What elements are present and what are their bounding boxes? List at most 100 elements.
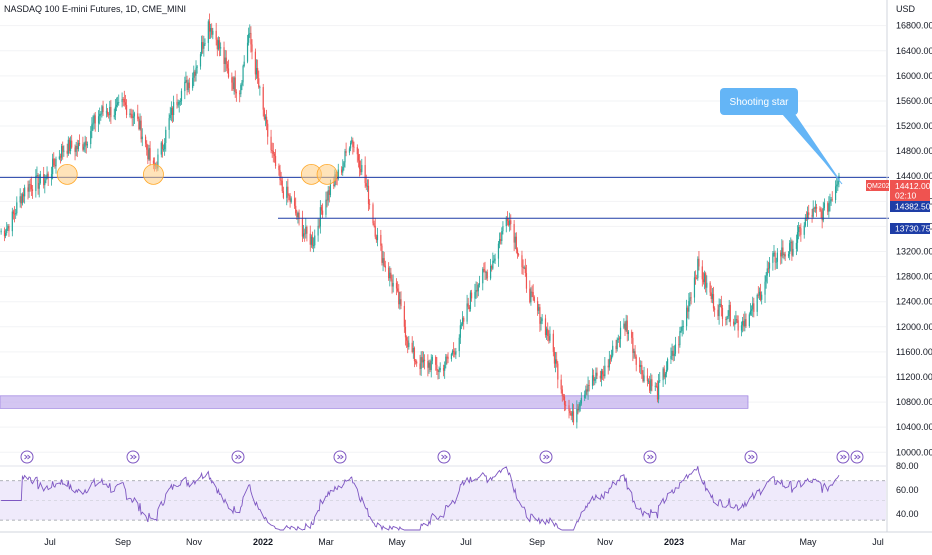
candle: [281, 176, 283, 194]
candle: [557, 361, 559, 389]
candle: [725, 316, 727, 326]
candle: [408, 335, 410, 350]
candle: [67, 136, 69, 156]
candle: [31, 185, 34, 199]
candle: [656, 380, 659, 403]
candle: [591, 368, 594, 390]
event-marker-icon[interactable]: [836, 450, 850, 464]
candle: [768, 257, 771, 277]
candle: [267, 119, 269, 145]
candle: [806, 206, 809, 227]
event-marker-icon[interactable]: [850, 450, 864, 464]
candle: [727, 310, 729, 320]
time-tick-label: 2022: [253, 537, 273, 547]
candle: [635, 354, 637, 372]
candle: [91, 117, 93, 139]
candle: [47, 171, 49, 186]
candle: [52, 153, 54, 180]
candle: [451, 349, 454, 356]
candle: [194, 69, 196, 82]
candle: [388, 262, 390, 281]
candle: [302, 225, 305, 239]
candle: [474, 283, 476, 307]
candle: [173, 95, 175, 122]
candle: [476, 281, 478, 298]
candle: [13, 206, 16, 223]
candle: [5, 229, 7, 239]
candle: [544, 314, 547, 338]
callout-text: Shooting star: [730, 97, 790, 108]
event-marker-icon[interactable]: [437, 450, 451, 464]
candle: [321, 203, 324, 219]
candle: [679, 326, 681, 348]
candle: [195, 60, 197, 82]
candle: [122, 97, 124, 107]
candle: [836, 177, 838, 194]
candle: [38, 174, 40, 198]
touch-marker[interactable]: [56, 163, 78, 185]
candle: [414, 359, 417, 365]
event-marker-icon[interactable]: [643, 450, 657, 464]
candle: [617, 334, 619, 343]
candle: [341, 166, 343, 176]
event-marker-icon[interactable]: [231, 450, 245, 464]
candle: [689, 292, 691, 307]
shooting-star-annotation[interactable]: Shooting star: [720, 88, 843, 185]
price-tick-label: 11600.00: [896, 347, 932, 357]
candle: [513, 220, 515, 252]
candle: [463, 316, 465, 330]
candle: [709, 281, 711, 297]
event-marker-icon[interactable]: [333, 450, 347, 464]
candle: [358, 153, 361, 177]
candle: [808, 204, 810, 220]
support-zone[interactable]: [0, 395, 749, 409]
candle: [431, 354, 433, 365]
candle: [579, 400, 581, 412]
candle: [325, 191, 327, 218]
candle: [208, 13, 211, 40]
candle: [445, 353, 447, 369]
candle: [164, 138, 166, 156]
candle: [450, 352, 453, 362]
candle: [115, 97, 118, 112]
candle: [234, 70, 236, 98]
candle: [15, 208, 17, 219]
candle: [125, 99, 128, 119]
candle: [344, 148, 346, 168]
event-marker-icon[interactable]: [744, 450, 758, 464]
candle: [608, 350, 610, 371]
candle: [570, 411, 572, 421]
candle: [250, 26, 252, 53]
candle: [831, 191, 833, 202]
candle: [147, 144, 149, 165]
candle: [77, 140, 80, 152]
candle: [772, 250, 774, 271]
event-marker-icon[interactable]: [20, 450, 34, 464]
candle: [718, 298, 720, 325]
candle: [16, 196, 18, 216]
time-axis[interactable]: Jul Sep Nov 2022 Mar May Jul Sep Nov 2023 Mar May Ju…: [0, 531, 932, 547]
candle: [756, 293, 758, 317]
candle: [399, 291, 401, 310]
candle: [361, 158, 363, 176]
candle: [171, 106, 174, 123]
candle: [273, 151, 276, 163]
candle: [419, 354, 421, 376]
candle: [726, 315, 728, 326]
candle: [71, 134, 73, 149]
price-tick-label: 15600.00: [896, 96, 932, 106]
candle: [416, 359, 418, 367]
touch-marker[interactable]: [316, 163, 338, 185]
touch-marker[interactable]: [143, 163, 164, 185]
candle: [305, 218, 307, 239]
candle: [490, 258, 492, 281]
event-marker-icon[interactable]: [126, 450, 140, 464]
candle: [468, 304, 470, 312]
event-marker-icon[interactable]: [539, 450, 553, 464]
candle: [364, 156, 366, 188]
candle: [800, 223, 802, 242]
candle: [404, 319, 407, 346]
candle: [435, 355, 437, 371]
